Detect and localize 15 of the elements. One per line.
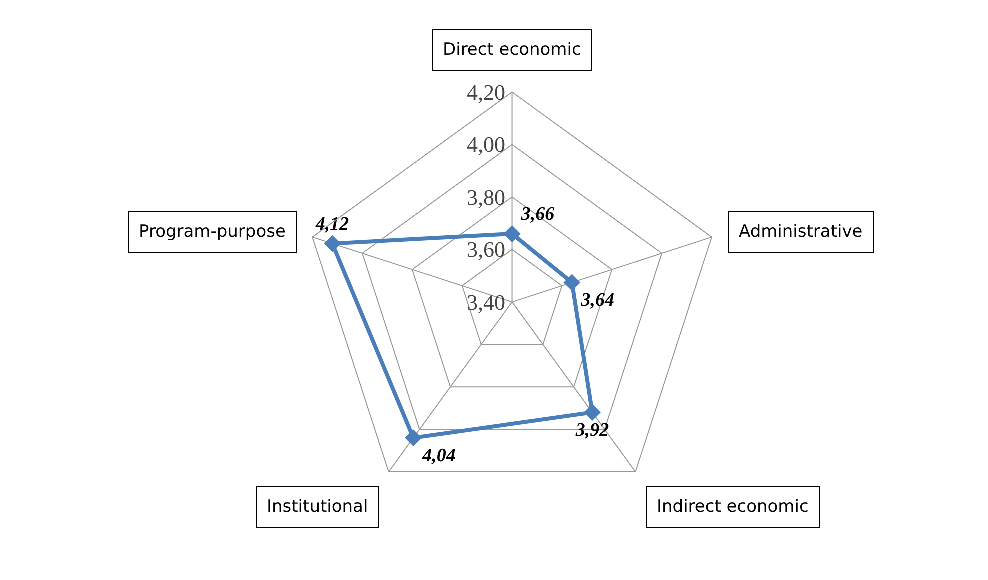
spoke-label: Indirect economic [657,497,809,517]
spoke-label: Program-purpose [139,222,286,242]
y-tick-label: 3,40 [467,290,506,315]
spoke-label: Direct economic [443,40,582,60]
y-tick-label: 4,20 [467,80,506,105]
data-label: 3,66 [520,204,556,226]
data-label: 4,12 [314,214,350,235]
spoke-label: Institutional [267,497,368,517]
data-label: 3,64 [580,290,615,312]
spoke-label: Administrative [739,222,863,242]
y-tick-label: 3,80 [467,185,506,210]
data-label: 3,92 [574,420,610,441]
y-tick-label: 4,00 [467,132,506,157]
y-tick-label: 3,60 [467,237,506,262]
data-label: 4,04 [422,445,456,466]
